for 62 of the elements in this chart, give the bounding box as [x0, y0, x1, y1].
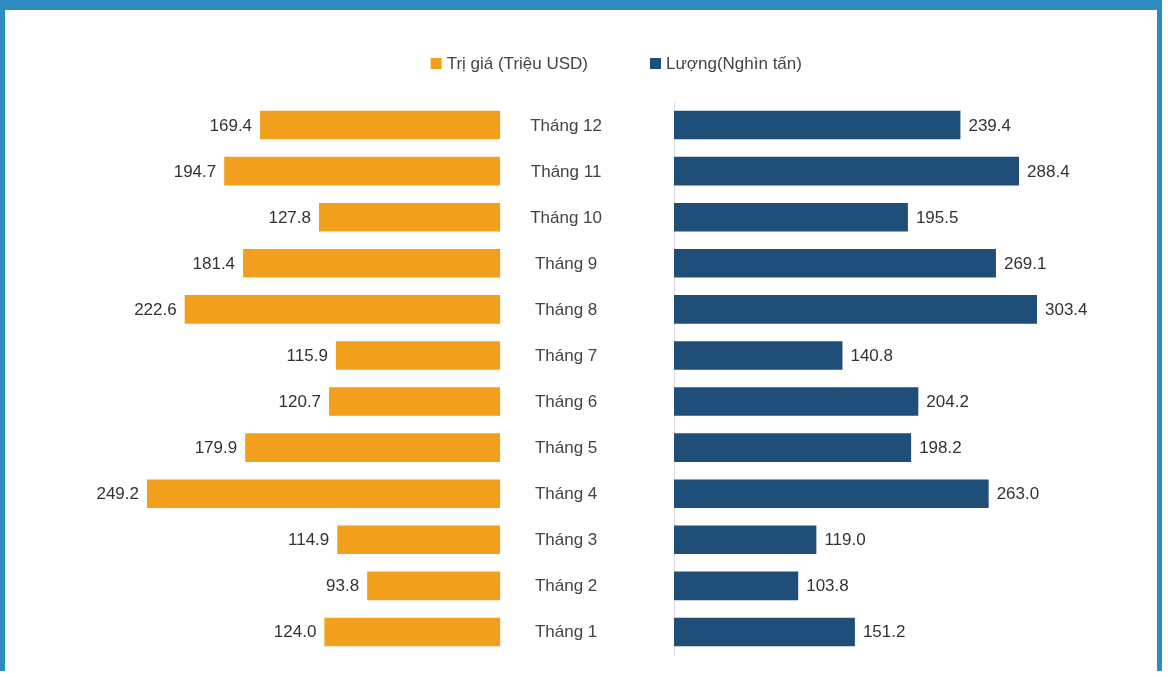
- data-label: 169.4: [209, 115, 253, 135]
- data-label: 103.8: [806, 576, 849, 596]
- bar: [674, 525, 817, 555]
- data-label: 269.1: [1003, 253, 1047, 273]
- bar: [674, 156, 1020, 186]
- y-tick-label: Tháng 10: [530, 207, 602, 227]
- y-tick-label: Tháng 11: [530, 161, 602, 181]
- bar: [674, 249, 996, 278]
- bar: [337, 525, 501, 555]
- bar: [674, 479, 989, 508]
- y-tick-label: Tháng 1: [534, 622, 598, 642]
- y-tick-label: Tháng 7: [534, 345, 598, 365]
- data-label: 124.0: [273, 622, 317, 642]
- bar: [224, 156, 501, 186]
- y-tick-label: Tháng 4: [534, 484, 598, 504]
- data-label: 120.7: [278, 392, 322, 412]
- bar: [147, 479, 501, 508]
- bar: [674, 433, 912, 462]
- data-label: 263.0: [996, 484, 1040, 504]
- data-label: 181.4: [192, 253, 236, 273]
- data-label: 198.2: [919, 438, 962, 458]
- y-tick-label: Tháng 5: [534, 438, 598, 458]
- data-label: 179.9: [194, 438, 238, 458]
- bar: [674, 110, 961, 140]
- legend-label: Lượng(Nghìn tấn): [666, 54, 802, 73]
- bar: [674, 341, 843, 370]
- bar: [335, 341, 501, 370]
- bar: [674, 202, 908, 232]
- data-label: 115.9: [286, 345, 328, 365]
- bar: [674, 571, 799, 601]
- data-label: 249.2: [96, 484, 139, 504]
- data-label: 93.8: [326, 576, 360, 596]
- data-label: 140.8: [850, 345, 894, 365]
- bar: [184, 295, 501, 324]
- y-tick-label: Tháng 3: [534, 530, 598, 550]
- bar: [329, 387, 501, 416]
- bar: [674, 387, 919, 416]
- y-tick-label: Tháng 2: [534, 576, 598, 596]
- data-label: 119.0: [824, 530, 866, 550]
- y-tick-label: Tháng 6: [534, 392, 598, 412]
- y-tick-label: Tháng 8: [534, 299, 598, 319]
- bar: [260, 110, 501, 140]
- bar: [243, 249, 501, 278]
- data-label: 222.6: [134, 299, 177, 319]
- bar: [674, 617, 855, 647]
- bar: [245, 433, 501, 462]
- bar: [674, 295, 1037, 324]
- data-label: 204.2: [926, 392, 969, 412]
- data-label: 195.5: [915, 207, 959, 227]
- y-tick-label: Tháng 9: [534, 253, 598, 273]
- data-label: 239.4: [968, 115, 1011, 135]
- data-label: 127.8: [268, 207, 312, 227]
- data-label: 194.7: [173, 161, 217, 181]
- data-label: 151.2: [862, 622, 906, 642]
- bar: [367, 571, 501, 601]
- data-label: 114.9: [288, 530, 330, 550]
- y-tick-label: Tháng 12: [530, 115, 602, 135]
- legend-label: Trị giá (Triệu USD): [446, 54, 589, 73]
- bar: [324, 617, 501, 647]
- data-label: 288.4: [1027, 161, 1070, 181]
- bar: [319, 202, 501, 232]
- data-label: 303.4: [1045, 299, 1088, 319]
